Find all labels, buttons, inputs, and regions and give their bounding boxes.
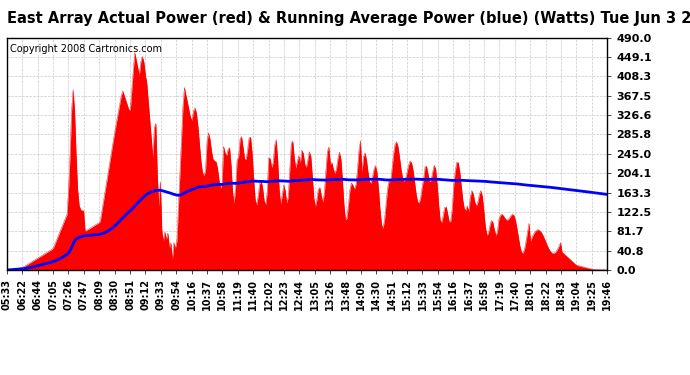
Text: East Array Actual Power (red) & Running Average Power (blue) (Watts) Tue Jun 3 2: East Array Actual Power (red) & Running … (7, 11, 690, 26)
Text: Copyright 2008 Cartronics.com: Copyright 2008 Cartronics.com (10, 45, 162, 54)
